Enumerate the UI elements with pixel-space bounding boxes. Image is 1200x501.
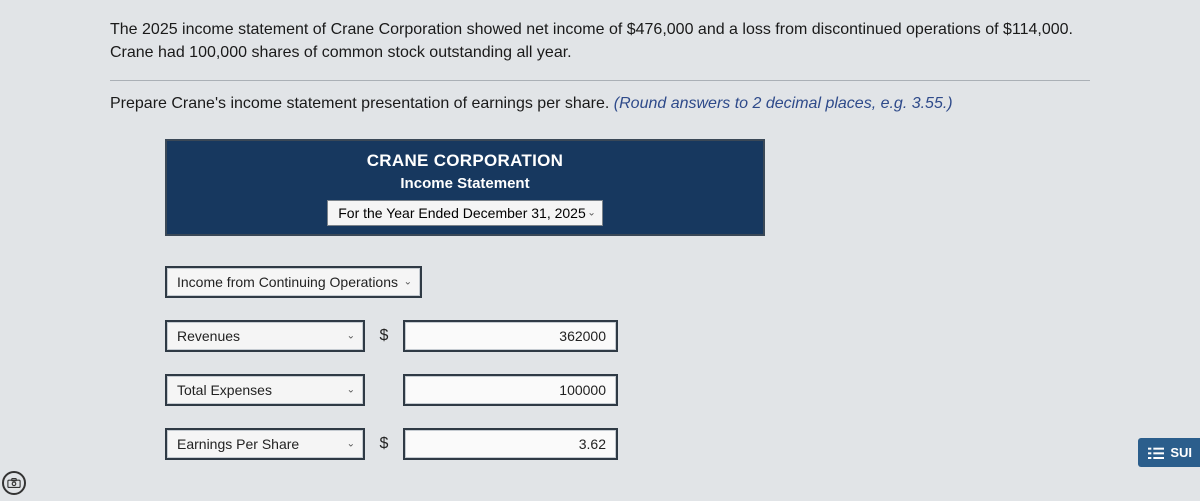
- line-label-select[interactable]: Revenues ⌄: [165, 320, 365, 352]
- rows-area: Income from Continuing Operations ⌄ Reve…: [165, 266, 765, 460]
- statement-header: CRANE CORPORATION Income Statement For t…: [165, 139, 765, 236]
- list-icon: [1148, 446, 1164, 460]
- amount-input[interactable]: [403, 374, 618, 406]
- line-label-select[interactable]: Total Expenses ⌄: [165, 374, 365, 406]
- submit-badge[interactable]: SUI: [1138, 438, 1200, 467]
- chevron-down-icon: ⌄: [347, 331, 355, 342]
- instruction-line: Prepare Crane's income statement present…: [110, 95, 1090, 113]
- submit-badge-text: SUI: [1170, 445, 1192, 460]
- chevron-down-icon: ⌄: [347, 439, 355, 450]
- section-label: Income from Continuing Operations: [177, 274, 398, 290]
- income-statement: CRANE CORPORATION Income Statement For t…: [165, 139, 765, 460]
- amount-input[interactable]: [403, 428, 618, 460]
- chevron-down-icon: ⌄: [404, 277, 412, 288]
- currency-symbol: $: [365, 435, 403, 453]
- line-label: Revenues: [177, 328, 240, 344]
- line-row: Earnings Per Share ⌄ $: [165, 428, 765, 460]
- period-value: For the Year Ended December 31, 2025: [338, 205, 586, 221]
- statement-title: Income Statement: [167, 175, 763, 192]
- line-row: Total Expenses ⌄: [165, 374, 765, 406]
- currency-symbol: $: [365, 327, 403, 345]
- period-select[interactable]: For the Year Ended December 31, 2025 ⌄: [327, 200, 603, 226]
- camera-icon: [2, 471, 26, 495]
- line-row: Revenues ⌄ $: [165, 320, 765, 352]
- line-label: Total Expenses: [177, 382, 272, 398]
- line-label: Earnings Per Share: [177, 436, 299, 452]
- section-row: Income from Continuing Operations ⌄: [165, 266, 765, 298]
- company-name: CRANE CORPORATION: [167, 151, 763, 171]
- section-select[interactable]: Income from Continuing Operations ⌄: [165, 266, 422, 298]
- problem-paragraph: The 2025 income statement of Crane Corpo…: [110, 18, 1090, 64]
- line-label-select[interactable]: Earnings Per Share ⌄: [165, 428, 365, 460]
- instruction-hint: (Round answers to 2 decimal places, e.g.…: [614, 95, 953, 112]
- divider-top: [110, 80, 1090, 81]
- chevron-down-icon: ⌄: [347, 385, 355, 396]
- instruction-text: Prepare Crane's income statement present…: [110, 95, 614, 112]
- chevron-down-icon: ⌄: [587, 208, 595, 219]
- amount-input[interactable]: [403, 320, 618, 352]
